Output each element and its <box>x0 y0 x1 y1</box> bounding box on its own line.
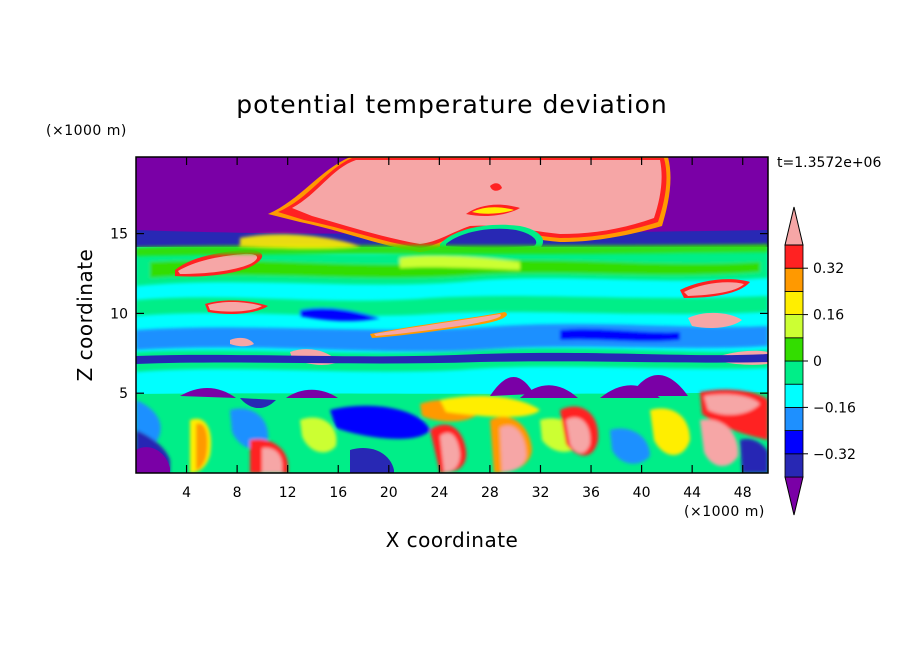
x-tick-label: 20 <box>380 485 398 501</box>
colorbar <box>784 206 804 516</box>
upper-warm-anomaly <box>268 157 671 252</box>
colorbar-segment <box>784 314 804 339</box>
x-axis-unit: (×1000 m) <box>684 504 765 520</box>
colorbar-segment <box>784 453 804 478</box>
colorbar-segment <box>784 406 804 431</box>
y-tick-label: 10 <box>110 306 128 322</box>
x-tick-label: 4 <box>182 485 191 501</box>
heatmap-field <box>136 157 768 473</box>
chart-title: potential temperature deviation <box>236 90 667 119</box>
x-tick-label: 32 <box>532 485 550 501</box>
colorbar-label: 0.16 <box>813 308 844 324</box>
plot-frame <box>135 156 769 474</box>
time-stamp: t=1.3572e+06 <box>777 155 881 171</box>
y-axis-title: Z coordinate <box>73 249 97 382</box>
x-tick-label: 48 <box>734 485 752 501</box>
colorbar-segment <box>784 383 804 408</box>
x-tick-label: 16 <box>329 485 347 501</box>
y-tick-label: 5 <box>119 386 128 402</box>
x-tick-label: 24 <box>430 485 448 501</box>
colorbar-label: 0 <box>813 354 822 370</box>
colorbar-segment <box>784 290 804 315</box>
x-axis-title: X coordinate <box>386 528 519 552</box>
colorbar-label: 0.32 <box>813 261 844 277</box>
mid-layer-bands <box>136 247 768 372</box>
colorbar-segment <box>784 337 804 362</box>
y-axis-unit: (×1000 m) <box>46 123 127 139</box>
lower-layer <box>136 375 768 473</box>
x-tick-label: 12 <box>279 485 297 501</box>
x-tick-label: 44 <box>683 485 701 501</box>
colorbar-segment <box>784 244 804 269</box>
colorbar-label: −0.16 <box>813 400 856 416</box>
colorbar-extend-high <box>784 206 804 246</box>
x-tick-label: 40 <box>633 485 651 501</box>
colorbar-segment <box>784 267 804 292</box>
x-tick-label: 8 <box>233 485 242 501</box>
x-tick-label: 28 <box>481 485 499 501</box>
colorbar-segment <box>784 430 804 455</box>
y-tick-label: 15 <box>110 227 128 243</box>
colorbar-extend-low <box>784 476 804 516</box>
colorbar-labels: 0.32 0.16 0 −0.16 −0.32 <box>803 261 856 463</box>
boundary-fringe <box>136 234 768 256</box>
x-axis-ticks: 4 8 12 16 20 24 28 32 36 40 44 48 <box>182 157 752 501</box>
mid-dark-band <box>136 352 768 364</box>
y-axis-ticks: 5 10 15 <box>110 227 768 402</box>
colorbar-label: −0.32 <box>813 447 856 463</box>
colorbar-segment <box>784 360 804 385</box>
x-tick-label: 36 <box>582 485 600 501</box>
